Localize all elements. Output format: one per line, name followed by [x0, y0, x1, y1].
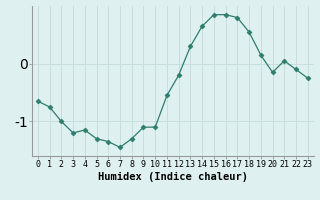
X-axis label: Humidex (Indice chaleur): Humidex (Indice chaleur) [98, 172, 248, 182]
